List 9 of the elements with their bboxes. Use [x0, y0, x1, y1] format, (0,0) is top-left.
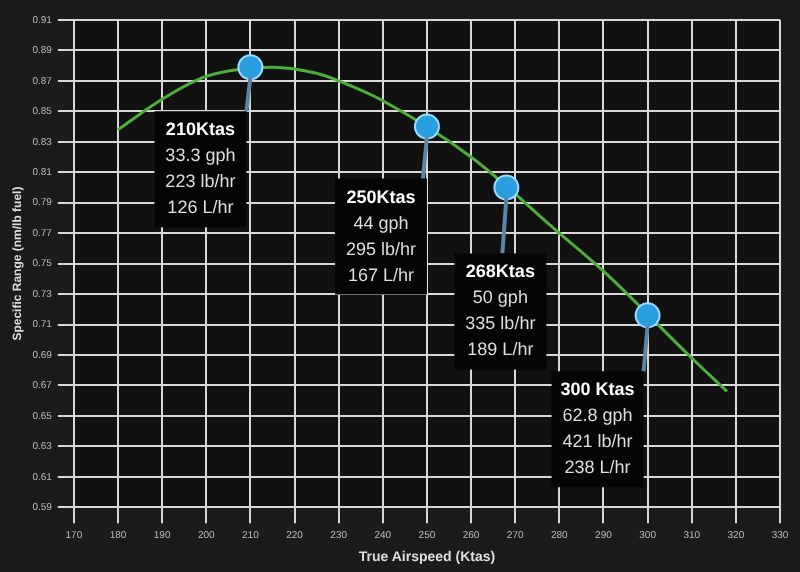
annotation: 210Ktas 33.3 gph 223 lb/hr 126 L/hr	[165, 119, 236, 218]
line-series	[116, 65, 729, 393]
point	[493, 174, 520, 201]
point	[413, 113, 440, 140]
point	[634, 302, 661, 329]
annotation: 300 Ktas 62.8 gph 421 lb/hr 238 L/hr	[560, 379, 635, 478]
annotation: 268Ktas 50 gph 335 lb/hr 189 L/hr	[465, 261, 536, 360]
annotation: 250Ktas 44 gph 295 lb/hr 167 L/hr	[345, 186, 416, 285]
point	[237, 54, 264, 81]
